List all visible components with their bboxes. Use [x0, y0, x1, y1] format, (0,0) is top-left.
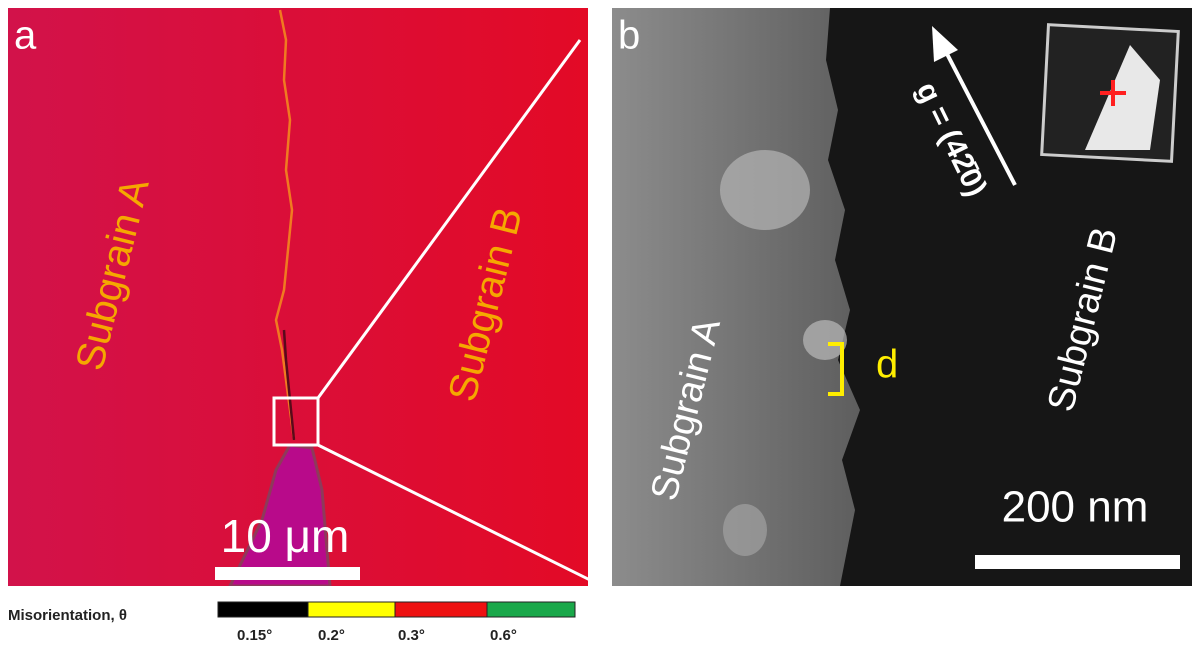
d-bracket	[828, 342, 844, 396]
precipitate	[723, 504, 767, 556]
panel-a: a Subgrain A Subgrain B 10 μm	[8, 8, 588, 586]
colorbar-title: Misorientation, θ	[8, 607, 127, 624]
scale-bar	[215, 567, 360, 580]
panel-label: a	[14, 14, 37, 58]
scale-bar	[975, 555, 1180, 569]
colorbar-tick: 0.6°	[490, 627, 517, 644]
colorbar-segment	[394, 601, 488, 618]
g-arrow	[943, 49, 1017, 186]
panel-b: b g = (42̄0) Subgrain A Subgrain B d 200…	[612, 8, 1192, 586]
colorbar	[217, 601, 576, 618]
precipitate	[720, 150, 810, 230]
inset-marker	[1100, 80, 1126, 106]
subgrain-a-region	[612, 8, 860, 586]
colorbar-tick: 0.15°	[237, 627, 272, 644]
zoom-box	[272, 396, 320, 447]
g-arrowhead	[932, 26, 958, 62]
colorbar-segment	[217, 601, 309, 618]
zoom-line	[317, 443, 588, 581]
panel-label: b	[618, 14, 640, 58]
colorbar-tick: 0.3°	[398, 627, 425, 644]
subgrain-region	[228, 443, 332, 586]
zoom-line	[316, 39, 582, 399]
colorbar-segment	[486, 601, 576, 618]
scale-bar-label: 10 μm	[221, 510, 350, 562]
boundary	[274, 9, 296, 441]
colorbar-segment	[307, 601, 396, 618]
inset-image	[1085, 45, 1160, 150]
precipitate	[803, 320, 847, 360]
d-label: d	[876, 343, 898, 387]
scale-bar-label: 200 nm	[1002, 483, 1149, 532]
boundary-dark	[282, 329, 296, 441]
colorbar-tick: 0.2°	[318, 627, 345, 644]
